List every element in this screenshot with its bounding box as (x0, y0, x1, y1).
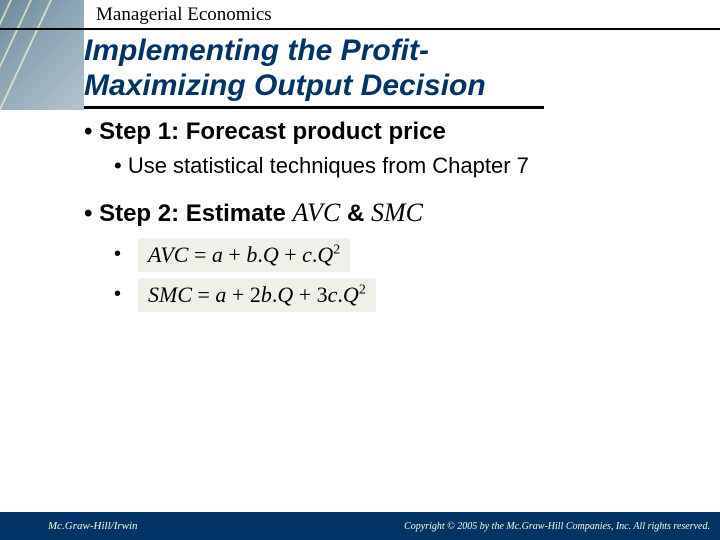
copyright-label: Copyright © 2005 by the Mc.Graw-Hill Com… (404, 521, 710, 532)
course-label: Managerial Economics (96, 4, 272, 26)
formula2-row: • SMC = a + 2b.Q + 3c.Q2 (114, 278, 700, 312)
formula1-row: • AVC = a + b.Q + c.Q2 (114, 238, 700, 272)
content-area: • Step 1: Forecast product price • Use s… (84, 118, 700, 318)
step1-label: • Step 1: Forecast product price (84, 118, 700, 146)
title-line1: Implementing the Profit- (84, 34, 429, 67)
formula2-lhs: SMC (148, 282, 192, 307)
title-underline (0, 28, 720, 30)
title-line2: Maximizing Output Decision (84, 69, 486, 102)
formula1: AVC = a + b.Q + c.Q2 (138, 238, 350, 272)
slide: Managerial Economics Implementing the Pr… (0, 0, 720, 540)
step1-sub: • Use statistical techniques from Chapte… (114, 152, 700, 180)
publisher-label: Mc.Graw-Hill/Irwin (48, 520, 138, 532)
formula2: SMC = a + 2b.Q + 3c.Q2 (138, 278, 376, 312)
step2-prefix: • Step 2: Estimate (84, 200, 292, 227)
header-decorative-image (0, 0, 84, 110)
footer-bar: Mc.Graw-Hill/Irwin Copyright © 2005 by t… (0, 512, 720, 540)
formula1-rhs: = a + b.Q + c.Q2 (188, 242, 340, 267)
formula2-rhs: = a + 2b.Q + 3c.Q2 (192, 282, 366, 307)
formula1-lhs: AVC (148, 242, 188, 267)
bullet-icon: • (114, 283, 138, 306)
step2-avc: AVC (292, 198, 340, 227)
bullet-icon: • (114, 243, 138, 266)
step2-smc: SMC (371, 198, 423, 227)
main-title: Implementing the Profit- Maximizing Outp… (84, 34, 486, 103)
step2-amp: & (340, 200, 371, 227)
title-underline-2 (84, 106, 544, 109)
step2-label: • Step 2: Estimate AVC & SMC (84, 198, 700, 228)
